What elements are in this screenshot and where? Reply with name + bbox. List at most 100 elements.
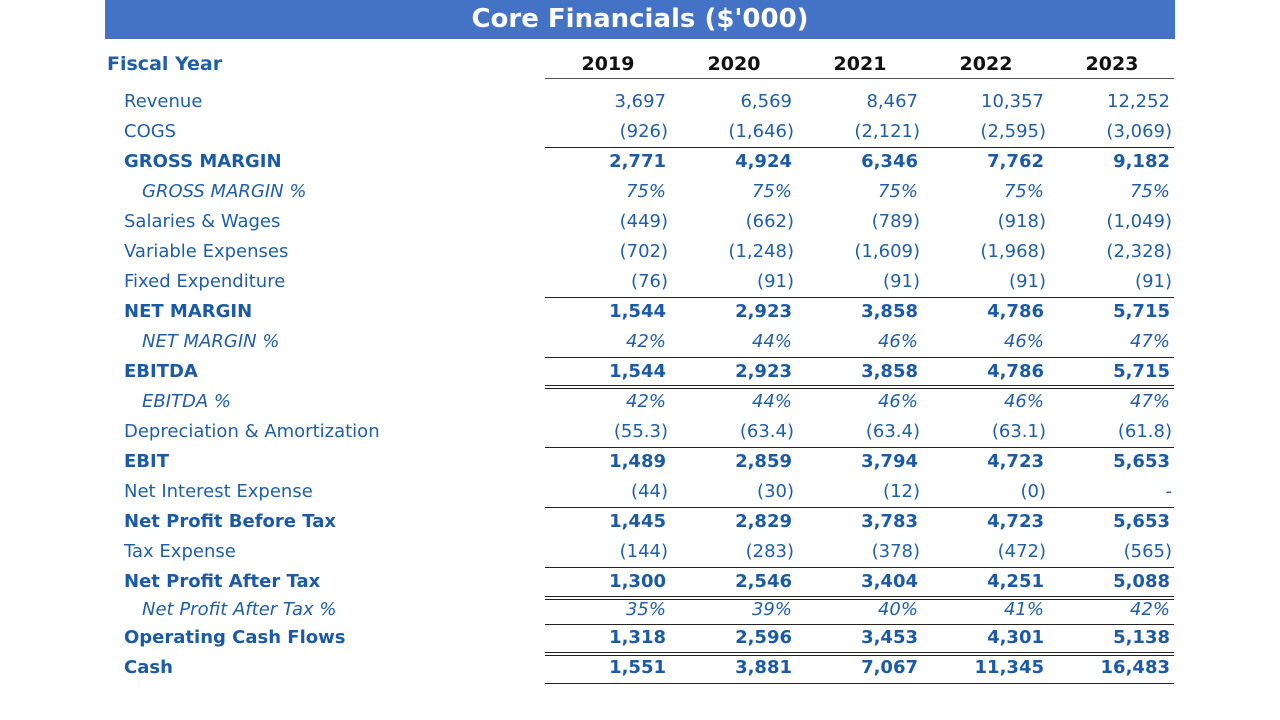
row-revenue: Revenue 3,697 6,569 8,467 10,357 12,252 xyxy=(0,88,1280,118)
cell-value: 75% xyxy=(751,181,792,202)
cell-value: (44) xyxy=(631,481,668,502)
cell-value: (61.8) xyxy=(1117,421,1172,442)
row-label: Net Profit After Tax xyxy=(124,571,321,592)
cell-value: 46% xyxy=(1003,331,1044,352)
cell-value: 3,404 xyxy=(861,571,918,592)
cell-value: 3,453 xyxy=(861,627,918,648)
row-variable-expenses: Variable Expenses (702) (1,248) (1,609) … xyxy=(0,238,1280,268)
cell-value: 75% xyxy=(1003,181,1044,202)
row-label: NET MARGIN % xyxy=(142,331,280,352)
cell-value: 42% xyxy=(1129,599,1170,620)
cell-value: 5,715 xyxy=(1113,361,1170,382)
cell-value: (144) xyxy=(619,541,668,562)
row-label: Net Profit After Tax % xyxy=(142,599,337,620)
subtotal-rule xyxy=(545,447,1174,448)
row-depreciation-amortization: Depreciation & Amortization (55.3) (63.4… xyxy=(0,418,1280,448)
cell-value: 8,467 xyxy=(866,91,918,112)
subtotal-rule xyxy=(545,357,1174,358)
row-net-profit-after-tax-pct: Net Profit After Tax % 35% 39% 40% 41% 4… xyxy=(0,596,1280,626)
cell-value: 4,723 xyxy=(987,451,1044,472)
cell-value: 47% xyxy=(1129,331,1170,352)
subtotal-rule xyxy=(545,567,1174,568)
row-label: COGS xyxy=(124,121,177,142)
cell-value: (0) xyxy=(1020,481,1047,502)
report-title: Core Financials ($'000) xyxy=(105,0,1175,39)
cell-value: 9,182 xyxy=(1113,151,1170,172)
cell-value: 6,346 xyxy=(861,151,918,172)
cell-value: 4,251 xyxy=(987,571,1044,592)
cell-value: 4,723 xyxy=(987,511,1044,532)
bottom-rule xyxy=(545,683,1174,684)
row-label: GROSS MARGIN xyxy=(124,151,282,172)
cell-value: 1,300 xyxy=(609,571,666,592)
cell-value: (3,069) xyxy=(1106,121,1172,142)
cell-value: 39% xyxy=(751,599,792,620)
row-ebit: EBIT 1,489 2,859 3,794 4,723 5,653 xyxy=(0,448,1280,478)
total-double-rule xyxy=(545,385,1174,389)
cell-value: 12,252 xyxy=(1107,91,1170,112)
cell-value: 1,544 xyxy=(609,361,666,382)
cell-value: 4,301 xyxy=(987,627,1044,648)
row-label: Variable Expenses xyxy=(124,241,289,262)
row-label: NET MARGIN xyxy=(124,301,253,322)
year-header: 2023 xyxy=(1085,53,1139,75)
cell-value: 4,786 xyxy=(987,301,1044,322)
cell-value: 46% xyxy=(1003,391,1044,412)
cell-value: (472) xyxy=(997,541,1046,562)
row-label: Tax Expense xyxy=(124,541,236,562)
row-label: EBITDA xyxy=(124,361,198,382)
row-label: Salaries & Wages xyxy=(124,211,281,232)
subtotal-rule xyxy=(545,624,1174,625)
cell-value: 42% xyxy=(625,391,666,412)
row-label: Revenue xyxy=(124,91,203,112)
row-label: EBITDA % xyxy=(142,391,232,412)
cell-value: 6,569 xyxy=(740,91,792,112)
cell-value: (91) xyxy=(883,271,920,292)
total-double-rule xyxy=(545,596,1174,600)
cell-value: 1,544 xyxy=(609,301,666,322)
cell-value: (702) xyxy=(619,241,668,262)
cell-value: (2,595) xyxy=(980,121,1046,142)
cell-value: (91) xyxy=(757,271,794,292)
cell-value: (565) xyxy=(1123,541,1172,562)
cell-value: 2,923 xyxy=(735,361,792,382)
row-ebitda: EBITDA 1,544 2,923 3,858 4,786 5,715 xyxy=(0,358,1280,388)
cell-value: 46% xyxy=(877,331,918,352)
cell-value: (283) xyxy=(745,541,794,562)
cell-value: 44% xyxy=(751,391,792,412)
cell-value: 75% xyxy=(625,181,666,202)
cell-value: 40% xyxy=(877,599,918,620)
cell-value: 10,357 xyxy=(981,91,1044,112)
cell-value: 3,881 xyxy=(735,657,792,678)
cell-value: 46% xyxy=(877,391,918,412)
row-label: EBIT xyxy=(124,451,169,472)
row-label: Cash xyxy=(124,657,173,678)
cell-value: (1,049) xyxy=(1106,211,1172,232)
cell-value: (1,609) xyxy=(854,241,920,262)
cell-value: 4,924 xyxy=(735,151,792,172)
header-rule xyxy=(545,78,1174,79)
row-salaries-wages: Salaries & Wages (449) (662) (789) (918)… xyxy=(0,208,1280,238)
cell-value: - xyxy=(1165,481,1173,502)
cell-value: (1,646) xyxy=(728,121,794,142)
cell-value: 75% xyxy=(1129,181,1170,202)
cell-value: 2,546 xyxy=(735,571,792,592)
cell-value: (662) xyxy=(745,211,794,232)
row-label: GROSS MARGIN % xyxy=(142,181,307,202)
year-header: 2022 xyxy=(959,53,1013,75)
row-label: Depreciation & Amortization xyxy=(124,421,380,442)
cell-value: 3,697 xyxy=(614,91,666,112)
cell-value: 2,829 xyxy=(735,511,792,532)
cell-value: (378) xyxy=(871,541,920,562)
cell-value: 3,858 xyxy=(861,361,918,382)
row-net-margin: NET MARGIN 1,544 2,923 3,858 4,786 5,715 xyxy=(0,298,1280,328)
cell-value: (2,328) xyxy=(1106,241,1172,262)
cell-value: (63.4) xyxy=(739,421,794,442)
year-header: 2020 xyxy=(707,53,761,75)
year-header: 2021 xyxy=(833,53,887,75)
cell-value: 3,783 xyxy=(861,511,918,532)
cell-value: (55.3) xyxy=(613,421,668,442)
cell-value: (918) xyxy=(997,211,1046,232)
cell-value: (30) xyxy=(757,481,794,502)
cell-value: 2,596 xyxy=(735,627,792,648)
